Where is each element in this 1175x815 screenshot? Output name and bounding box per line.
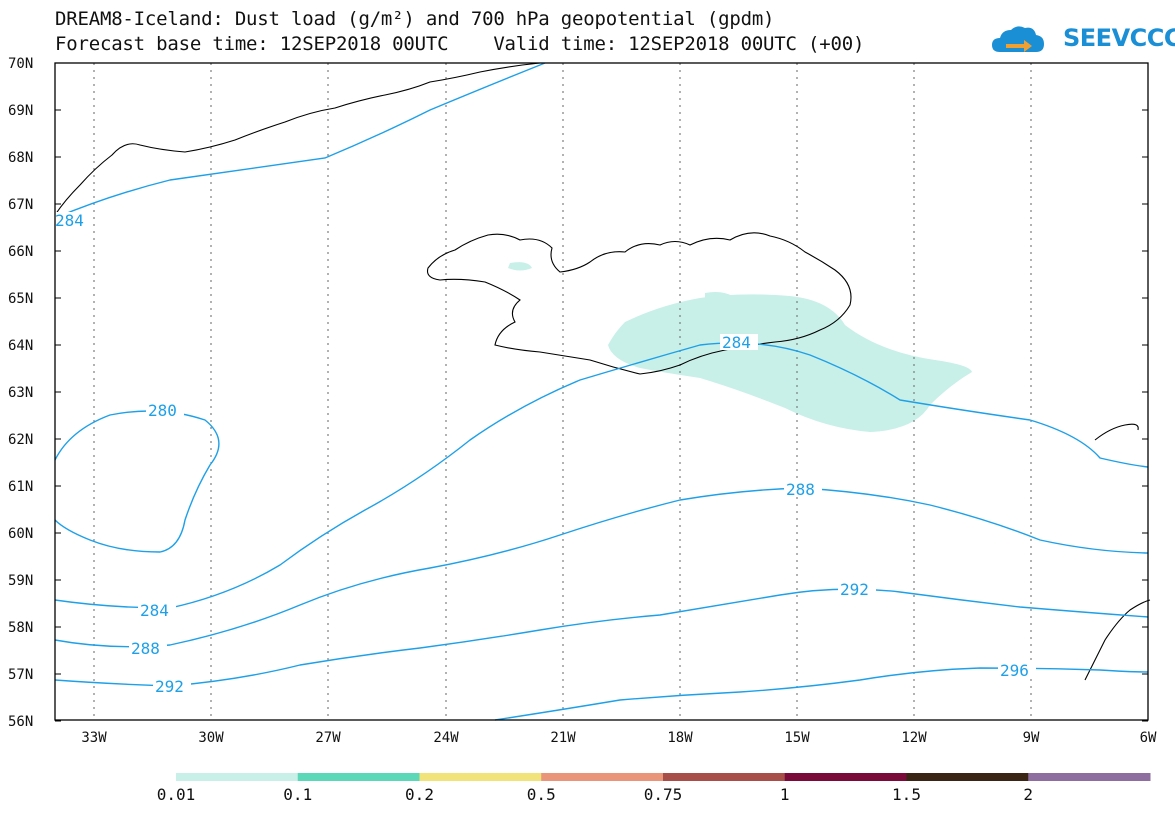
lon-label: 33W xyxy=(81,730,107,746)
contour-label: 288 xyxy=(131,639,160,658)
contour-label: 296 xyxy=(1000,661,1029,680)
colorbar-swatch xyxy=(541,773,664,781)
grid xyxy=(93,63,1032,720)
lon-label: 9W xyxy=(1023,730,1040,746)
lon-label: 15W xyxy=(784,730,810,746)
colorbar-swatch xyxy=(297,773,420,781)
map-subtitle: Forecast base time: 12SEP2018 00UTC Vali… xyxy=(55,33,865,55)
lat-label: 67N xyxy=(8,197,33,213)
lon-label: 12W xyxy=(901,730,927,746)
dust-area xyxy=(508,262,972,432)
lat-label: 69N xyxy=(8,103,33,119)
greenland-coast xyxy=(54,62,541,216)
lon-label: 6W xyxy=(1140,730,1157,746)
contour-label: 284 xyxy=(55,211,84,230)
lat-label: 68N xyxy=(8,150,33,166)
contour-296 xyxy=(494,667,1149,721)
colorbar-label: 0.01 xyxy=(156,785,196,804)
iceland-coast xyxy=(426,232,852,375)
colorbar-label: 0.1 xyxy=(283,785,313,804)
colorbar-swatch xyxy=(784,773,907,781)
colorbar-swatch xyxy=(663,773,786,781)
contour-label: 284 xyxy=(722,333,751,352)
latitude-axis: 70N 69N 68N 67N 66N 65N 64N 63N 62N 61N … xyxy=(8,56,1148,730)
colorbar-swatch xyxy=(906,773,1029,781)
contour-label: 284 xyxy=(140,601,169,620)
lat-label: 58N xyxy=(8,620,33,636)
scotland-coast-north xyxy=(1094,423,1139,441)
lat-label: 66N xyxy=(8,244,33,260)
colorbar-label: 1 xyxy=(779,785,790,804)
contour-288 xyxy=(54,487,1149,648)
logo-text: SEEVCCC xyxy=(1063,24,1175,52)
contour-label: 288 xyxy=(786,480,815,499)
cloud-icon xyxy=(992,26,1044,52)
lat-label: 70N xyxy=(8,56,33,72)
contour-north xyxy=(54,62,546,219)
colorbar-label: 1.5 xyxy=(892,785,921,804)
contour-label: 280 xyxy=(148,401,177,420)
lon-label: 18W xyxy=(667,730,693,746)
colorbar-label: 0.2 xyxy=(405,785,434,804)
longitude-axis: 33W 30W 27W 24W 21W 18W 15W 12W 9W 6W xyxy=(81,730,1157,746)
geopotential-contours xyxy=(54,62,1149,721)
colorbar-label: 0.5 xyxy=(526,785,556,804)
colorbar-label: 0.75 xyxy=(643,785,683,804)
lon-label: 30W xyxy=(198,730,224,746)
colorbar xyxy=(176,773,1151,781)
scotland-coast-south xyxy=(1084,599,1151,681)
contour-292 xyxy=(54,588,1149,687)
lat-label: 57N xyxy=(8,667,33,683)
lat-label: 56N xyxy=(8,714,33,730)
colorbar-swatch xyxy=(419,773,542,781)
lat-label: 64N xyxy=(8,338,33,354)
lat-label: 60N xyxy=(8,526,33,542)
colorbar-label: 2 xyxy=(1023,785,1034,804)
contour-label: 292 xyxy=(840,580,869,599)
colorbar-swatch xyxy=(1028,773,1151,781)
colorbar-swatch xyxy=(176,773,299,781)
lon-label: 27W xyxy=(315,730,341,746)
contour-280 xyxy=(54,410,220,553)
map-title: DREAM8-Iceland: Dust load (g/m²) and 700… xyxy=(55,8,775,30)
lat-label: 59N xyxy=(8,573,33,589)
lat-label: 61N xyxy=(8,479,33,495)
contour-label: 292 xyxy=(155,677,184,696)
lat-label: 62N xyxy=(8,432,33,448)
coastline xyxy=(54,62,1151,681)
lat-label: 65N xyxy=(8,291,33,307)
lon-label: 24W xyxy=(433,730,459,746)
contour-label-group: 284 280 284 288 284 288 292 292 296 xyxy=(52,211,1036,696)
contour-284 xyxy=(54,342,1149,609)
lon-label: 21W xyxy=(550,730,576,746)
lat-label: 63N xyxy=(8,385,33,401)
